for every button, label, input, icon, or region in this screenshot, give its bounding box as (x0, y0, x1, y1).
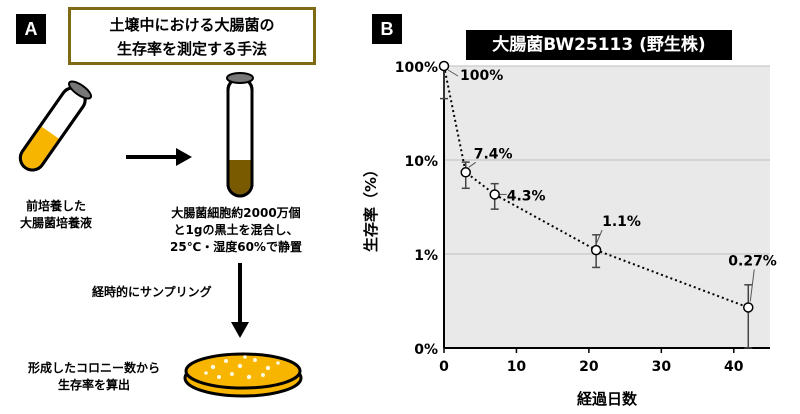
label-leader (447, 69, 459, 77)
x-tick-label: 40 (724, 359, 744, 375)
colony-dots (204, 355, 280, 380)
sampling-label: 経時的にサンプリング (92, 285, 212, 299)
x-tick-label: 0 (439, 359, 449, 375)
y-tick-label: 0% (414, 342, 438, 358)
method-title-box: 土壌中における大腸菌の 生存率を測定する手法 (68, 7, 316, 65)
dish-label-line2: 生存率を算出 (58, 378, 131, 392)
method-title-line1: 土壌中における大腸菌の (109, 16, 275, 34)
label-leader (595, 229, 603, 245)
soil-tube (226, 72, 254, 198)
culture-tube (18, 80, 93, 172)
tick-labels: 100% 10% 1% 0%0 10 20 30 40 (395, 60, 744, 375)
tube1-label-line2: 大腸菌培養液 (20, 216, 93, 230)
tube2-label-line3: 25℃・湿度60%で静置 (170, 240, 302, 254)
x-tick-label: 10 (507, 359, 527, 375)
x-axis-label: 経過日数 (577, 390, 638, 408)
data-label: 7.4% (474, 146, 513, 162)
data-labels: 100% 7.4% 4.3% 1.1% 0.27% (460, 68, 777, 269)
down-arrow-icon (231, 263, 249, 338)
y-tick-label: 100% (395, 60, 438, 76)
data-label: 4.3% (507, 188, 546, 204)
axes (443, 66, 770, 353)
data-label: 100% (460, 68, 503, 84)
tube1-label: 前培養した 大腸菌培養液 (20, 198, 92, 232)
grid-lines (444, 65, 770, 255)
data-label: 1.1% (602, 214, 641, 230)
tube2-label-line2: と1gの黒土を混合し、 (173, 223, 299, 237)
dish-label-line1: 形成したコロニー数から (28, 361, 161, 375)
plot-area (444, 66, 770, 348)
chart-title: 大腸菌BW25113 (野生株) (466, 30, 732, 60)
method-diagram (18, 72, 303, 398)
x-tick-label: 30 (652, 359, 672, 375)
data-point (489, 189, 500, 200)
data-points (438, 60, 754, 313)
y-axis-label: 生存率（%） (362, 162, 380, 252)
data-label: 0.27% (728, 253, 777, 269)
right-arrow-icon (126, 148, 192, 166)
data-point (743, 302, 754, 313)
panel-a-badge: A (16, 14, 46, 44)
label-leaders (447, 69, 755, 302)
tube2-label-line1: 大腸菌細胞約2000万個 (171, 206, 301, 220)
label-leader (468, 161, 477, 168)
data-point (438, 60, 450, 72)
panel-b-badge: B (372, 14, 402, 44)
x-tick-label: 20 (579, 359, 599, 375)
data-point (460, 167, 471, 178)
method-title-line2: 生存率を測定する手法 (116, 40, 267, 58)
y-tick-label: 10% (404, 154, 438, 170)
dish-label: 形成したコロニー数から 生存率を算出 (28, 360, 160, 394)
tube2-label: 大腸菌細胞約2000万個 と1gの黒土を混合し、 25℃・湿度60%で静置 (170, 205, 302, 256)
y-tick-label: 1% (414, 248, 438, 264)
data-point (590, 244, 602, 256)
tube1-label-line1: 前培養した (26, 199, 87, 213)
label-leader (749, 269, 755, 302)
petri-dish (183, 352, 303, 398)
